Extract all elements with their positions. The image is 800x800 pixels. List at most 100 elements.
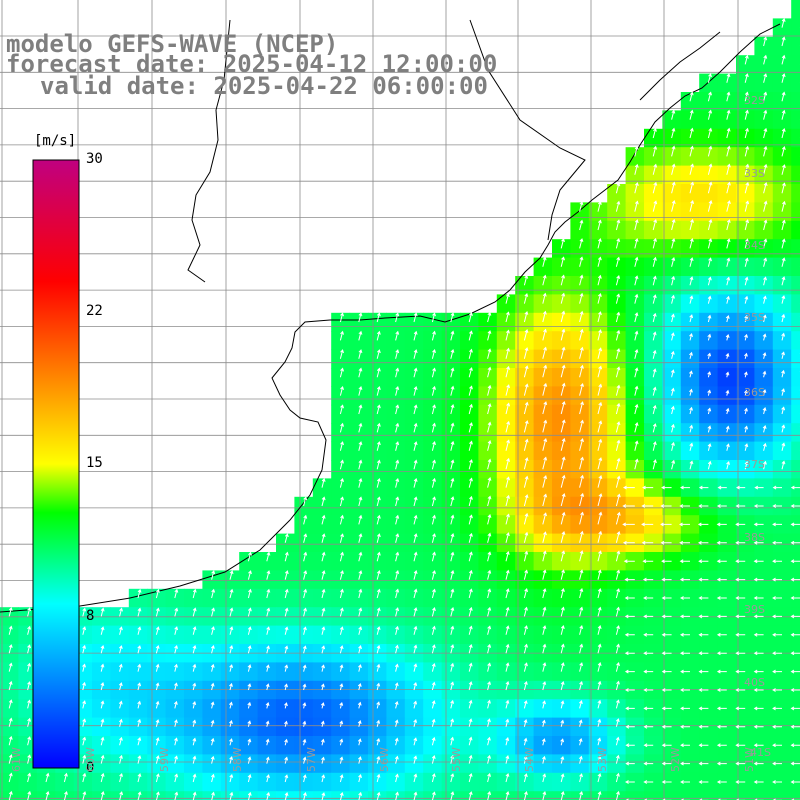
wind-arrow (707, 389, 712, 396)
wind-arrow (505, 476, 510, 488)
wind-arrow (376, 682, 381, 691)
wind-arrow (229, 645, 234, 654)
wind-arrow (661, 577, 672, 582)
wind-cell (699, 533, 719, 553)
wind-arrow (781, 460, 786, 470)
wind-cell (110, 662, 130, 682)
wind-cell (754, 699, 774, 719)
wind-arrow (395, 533, 400, 543)
wind-arrow (45, 772, 50, 783)
wind-cell (644, 460, 663, 479)
wind-cell (588, 772, 608, 792)
wind-cell (625, 331, 645, 351)
wind-arrow (395, 349, 400, 359)
wind-arrow (762, 333, 767, 341)
wind-arrow (661, 688, 672, 692)
wind-arrow (431, 459, 436, 470)
wind-arrow (707, 352, 712, 359)
wind-cell (552, 552, 571, 571)
wind-arrow (689, 163, 694, 175)
wind-cell (349, 478, 369, 498)
wind-arrow (579, 492, 585, 507)
wind-arrow (707, 181, 713, 194)
wind-arrow (698, 504, 709, 508)
wind-cell (736, 110, 755, 130)
wind-arrow (707, 199, 713, 212)
wind-arrow (505, 329, 510, 341)
wind-cell (680, 736, 700, 755)
wind-arrow (413, 718, 418, 727)
wind-cell (772, 496, 792, 516)
wind-cell (625, 441, 645, 461)
wind-cell (699, 717, 719, 737)
wind-arrow (634, 440, 639, 451)
wind-cell (478, 441, 498, 461)
wind-cell (460, 460, 479, 479)
wind-arrow (698, 780, 709, 784)
wind-cell (754, 552, 774, 571)
wind-arrow (284, 533, 289, 543)
wind-arrow (597, 420, 603, 433)
wind-arrow (744, 333, 748, 341)
wind-cell (441, 478, 461, 498)
wind-cell (607, 441, 627, 461)
wind-cell (680, 147, 700, 167)
wind-arrow (763, 460, 767, 470)
wind-arrow (781, 219, 786, 231)
wind-arrow (450, 533, 455, 543)
wind-cell (533, 423, 553, 443)
wind-arrow (622, 504, 635, 508)
wind-cell (533, 625, 553, 645)
wind-arrow (671, 313, 675, 323)
wind-cell (644, 257, 663, 277)
wind-cell (257, 717, 277, 737)
wind-cell (404, 772, 424, 792)
wind-cell (662, 220, 682, 240)
wind-cell (441, 368, 461, 387)
wind-arrow (661, 780, 672, 784)
wind-cell (331, 680, 351, 700)
wind-cell (772, 128, 792, 148)
wind-cell (349, 423, 369, 443)
wind-cell (202, 717, 222, 737)
wind-arrow (394, 682, 399, 691)
wind-cell (717, 423, 737, 443)
wind-cell (772, 699, 792, 719)
wind-cell (552, 772, 571, 792)
wind-cell (754, 36, 774, 56)
wind-arrow (523, 494, 529, 507)
wind-cell (625, 165, 645, 185)
wind-cell (110, 625, 130, 645)
wind-cell (791, 36, 800, 56)
wind-arrow (155, 682, 160, 691)
wind-cell (662, 294, 682, 314)
wind-arrow (542, 256, 547, 267)
wind-cell (662, 570, 682, 590)
wind-cell (276, 588, 295, 608)
wind-arrow (689, 388, 693, 396)
wind-arrow (624, 614, 635, 619)
wind-cell (184, 588, 203, 608)
wind-arrow (431, 514, 436, 525)
wind-cell (736, 441, 755, 461)
wind-cell (625, 368, 645, 387)
wind-arrow (597, 401, 603, 415)
lon-label: 57W (305, 747, 318, 772)
wind-cell (717, 533, 737, 553)
wind-cell (239, 736, 259, 755)
wind-arrow (357, 720, 362, 727)
wind-cell (607, 386, 627, 406)
wind-arrow (716, 632, 727, 637)
wind-arrow (8, 754, 13, 764)
wind-arrow (431, 477, 436, 488)
wind-cell (386, 515, 406, 535)
lon-label: 59W (158, 747, 171, 772)
wind-cell (680, 184, 700, 203)
wind-arrow (211, 607, 215, 617)
wind-cell (625, 496, 645, 516)
wind-arrow (118, 718, 123, 727)
wind-cell (552, 257, 571, 277)
wind-arrow (413, 588, 418, 599)
wind-cell (570, 349, 590, 369)
wind-cell (515, 552, 535, 571)
